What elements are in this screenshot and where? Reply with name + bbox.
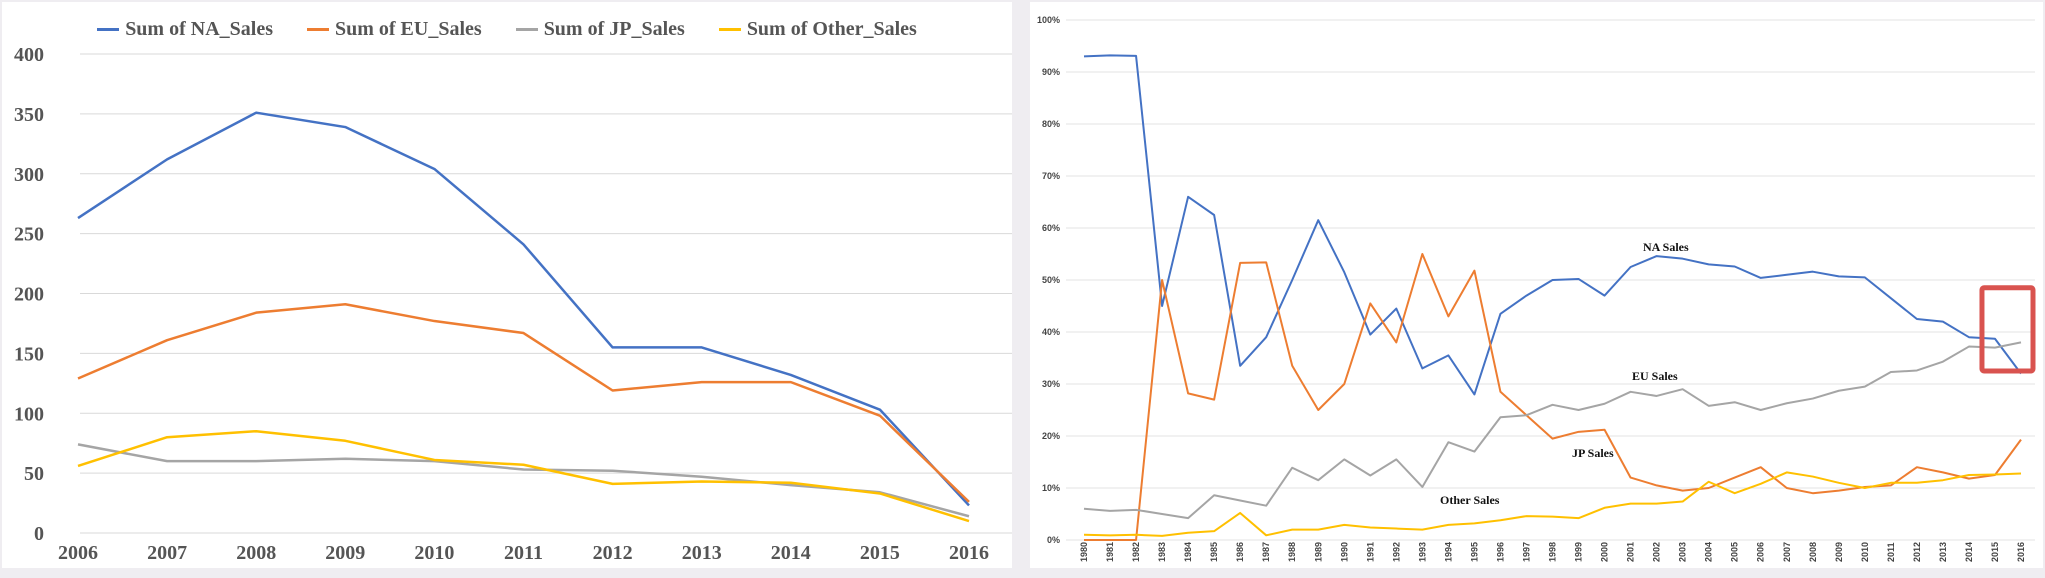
y-tick-label: 20% — [1042, 431, 1060, 441]
legend-item-eu: Sum of EU_Sales — [306, 18, 482, 41]
x-tick-label: 1988 — [1287, 542, 1297, 562]
x-tick-label: 1982 — [1131, 542, 1141, 562]
y-tick-label: 300 — [14, 164, 44, 186]
x-tick-label: 2009 — [325, 542, 365, 564]
left-chart-panel: Sum of NA_Sales Sum of EU_Sales Sum of J… — [2, 2, 1012, 568]
x-tick-label: 2016 — [2016, 542, 2026, 562]
legend-swatch-na — [97, 28, 120, 31]
y-tick-label: 70% — [1042, 171, 1060, 181]
x-tick-label: 2007 — [147, 542, 187, 564]
x-tick-label: 1989 — [1313, 542, 1323, 562]
x-tick-label: 2014 — [771, 542, 811, 564]
legend-swatch-jp — [515, 28, 538, 31]
left-line-chart: 0 50 100 150 200 250 300 350 400 2006 2007 2008 2009… — [14, 44, 1012, 564]
x-tick-label: 2011 — [1886, 542, 1896, 562]
x-tick-label: 1995 — [1469, 542, 1479, 562]
x-tick-label: 1981 — [1105, 542, 1115, 562]
x-tick-label: 2008 — [236, 542, 276, 564]
y-tick-label: 90% — [1042, 67, 1060, 77]
legend-label-other: Sum of Other_Sales — [746, 18, 917, 40]
x-tick-label: 1994 — [1443, 542, 1453, 562]
legend-label-na: Sum of NA_Sales — [125, 18, 273, 40]
x-tick-label: 2010 — [1860, 542, 1870, 562]
x-tick-label: 2010 — [414, 542, 454, 564]
x-tick-label: 2005 — [1730, 542, 1740, 562]
legend-label-eu: Sum of EU_Sales — [334, 18, 482, 40]
right-line-chart: 0% 10% 20% 30% 40% 50% 60% 70% 80% 90% 100% 1980 198… — [1037, 15, 2036, 562]
x-tick-label: 2015 — [1990, 542, 2000, 562]
x-tick-label: 1998 — [1548, 542, 1558, 562]
y-tick-label: 150 — [14, 343, 44, 365]
x-tick-label: 1984 — [1183, 542, 1193, 562]
y-tick-label: 10% — [1042, 483, 1060, 493]
y-tick-label: 50% — [1042, 275, 1060, 285]
x-tick-label: 1997 — [1521, 542, 1531, 562]
y-tick-label: 50 — [24, 463, 44, 485]
annotation-na-sales: NA Sales — [1643, 240, 1689, 254]
series-line-3 — [1083, 471, 2022, 537]
x-tick-label: 2004 — [1704, 542, 1714, 562]
x-tick-label: 2008 — [1808, 542, 1818, 562]
y-tick-label: 100 — [14, 403, 44, 425]
x-tick-label: 1980 — [1079, 542, 1089, 562]
legend-item-jp: Sum of JP_Sales — [515, 18, 685, 41]
x-tick-label: 1985 — [1209, 542, 1219, 562]
x-tick-label: 2003 — [1678, 542, 1688, 562]
y-tick-label: 100% — [1037, 15, 1060, 25]
x-tick-label: 2016 — [949, 542, 989, 564]
legend-item-na: Sum of NA_Sales — [97, 18, 273, 41]
x-tick-label: 2012 — [593, 542, 633, 564]
annotation-other-sales: Other Sales — [1440, 493, 1500, 507]
series-line-0 — [1083, 54, 2022, 396]
x-tick-label: 1983 — [1157, 542, 1167, 562]
x-tick-label: 2006 — [1756, 542, 1766, 562]
legend-swatch-other — [718, 28, 741, 31]
x-tick-label: 1999 — [1574, 542, 1584, 562]
x-tick-label: 2015 — [860, 542, 900, 564]
x-tick-label: 1996 — [1495, 542, 1505, 562]
x-tick-label: 2006 — [58, 542, 98, 564]
x-tick-label: 1991 — [1365, 542, 1375, 562]
legend-swatch-eu — [306, 28, 329, 31]
x-tick-label: 2013 — [682, 542, 722, 564]
x-tick-label: 1986 — [1235, 542, 1245, 562]
y-tick-label: 30% — [1042, 379, 1060, 389]
series-line-1 — [1084, 253, 2022, 541]
series-line-1 — [77, 303, 970, 503]
right-chart-panel: 0% 10% 20% 30% 40% 50% 60% 70% 80% 90% 100% 1980 198… — [1030, 2, 2043, 568]
y-tick-label: 250 — [14, 224, 44, 246]
y-tick-label: 0% — [1047, 535, 1060, 545]
x-tick-label: 2009 — [1834, 542, 1844, 562]
series-line-3 — [77, 429, 970, 523]
annotation-eu-sales: EU Sales — [1632, 369, 1678, 383]
x-tick-label: 2000 — [1600, 542, 1610, 562]
y-tick-label: 60% — [1042, 223, 1060, 233]
y-tick-label: 400 — [14, 44, 44, 66]
x-tick-label: 1993 — [1417, 542, 1427, 562]
x-tick-label: 2007 — [1782, 542, 1792, 562]
x-tick-label: 2001 — [1626, 542, 1636, 562]
legend: Sum of NA_Sales Sum of EU_Sales Sum of J… — [2, 18, 1012, 41]
y-tick-label: 40% — [1042, 327, 1060, 337]
x-tick-label: 2012 — [1912, 542, 1922, 562]
x-tick-label: 2002 — [1652, 542, 1662, 562]
x-tick-label: 2011 — [504, 542, 543, 564]
y-tick-label: 80% — [1042, 119, 1060, 129]
legend-item-other: Sum of Other_Sales — [718, 18, 917, 41]
x-tick-label: 2013 — [1938, 542, 1948, 562]
y-tick-label: 0 — [34, 523, 44, 545]
x-tick-label: 1990 — [1339, 542, 1349, 562]
annotation-jp-sales: JP Sales — [1572, 446, 1614, 460]
legend-label-jp: Sum of JP_Sales — [543, 18, 685, 40]
x-tick-label: 2014 — [1964, 542, 1974, 562]
highlight-box — [1979, 285, 2036, 374]
series-line-2 — [1083, 341, 2022, 520]
y-tick-label: 200 — [14, 284, 44, 306]
x-tick-label: 1987 — [1261, 542, 1271, 562]
series-line-2 — [77, 443, 970, 518]
series-line-0 — [77, 111, 970, 507]
y-tick-label: 350 — [14, 104, 44, 126]
x-tick-label: 1992 — [1391, 542, 1401, 562]
